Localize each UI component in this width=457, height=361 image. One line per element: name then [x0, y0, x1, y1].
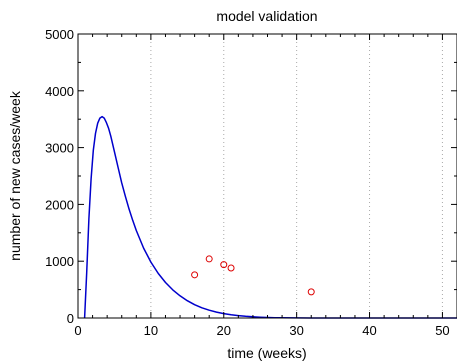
axis-ticks [77, 33, 457, 319]
y-tick-label: 4000 [45, 84, 74, 99]
chart-title: model validation [216, 8, 317, 24]
y-tick-label: 1000 [45, 254, 74, 269]
x-tick-label: 40 [362, 323, 376, 338]
y-tick-label: 3000 [45, 141, 74, 156]
x-tick-label: 50 [435, 323, 449, 338]
y-tick-label: 0 [67, 311, 74, 326]
y-axis-title: number of new cases/week [7, 90, 23, 261]
x-tick-label: 20 [217, 323, 231, 338]
plot-series [83, 115, 457, 319]
observed-point [227, 264, 235, 272]
x-tick-label: 30 [289, 323, 303, 338]
x-tick-label: 10 [144, 323, 158, 338]
y-tick-label: 2000 [45, 197, 74, 212]
observed-point [220, 261, 228, 269]
model-curve [83, 115, 457, 319]
observed-point [191, 271, 199, 279]
x-tick-label: 0 [74, 323, 81, 338]
observed-point [307, 288, 315, 296]
y-tick-label: 5000 [45, 27, 74, 42]
observed-point [205, 255, 213, 263]
plot-frame [77, 33, 457, 319]
tick-labels: 0 10 20 30 40 50 0 1000 2000 3000 4000 5000 [45, 27, 450, 338]
grid-lines [150, 34, 443, 318]
x-axis-title: time (weeks) [227, 345, 306, 361]
